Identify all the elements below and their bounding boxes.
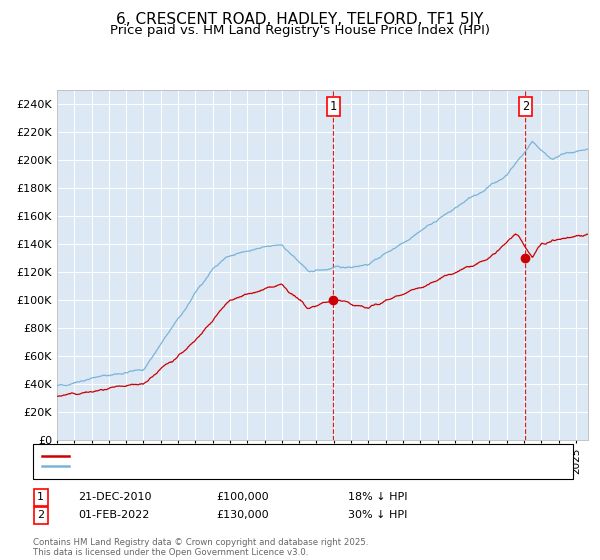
- Text: Contains HM Land Registry data © Crown copyright and database right 2025.
This d: Contains HM Land Registry data © Crown c…: [33, 538, 368, 557]
- Text: 18% ↓ HPI: 18% ↓ HPI: [348, 492, 407, 502]
- Text: 01-FEB-2022: 01-FEB-2022: [78, 510, 149, 520]
- Text: HPI: Average price, semi-detached house, Telford and Wrekin: HPI: Average price, semi-detached house,…: [75, 461, 394, 472]
- Text: £100,000: £100,000: [216, 492, 269, 502]
- Text: 6, CRESCENT ROAD, HADLEY, TELFORD, TF1 5JY: 6, CRESCENT ROAD, HADLEY, TELFORD, TF1 5…: [116, 12, 484, 27]
- Text: 30% ↓ HPI: 30% ↓ HPI: [348, 510, 407, 520]
- Text: Price paid vs. HM Land Registry's House Price Index (HPI): Price paid vs. HM Land Registry's House …: [110, 24, 490, 37]
- Text: 1: 1: [329, 100, 337, 113]
- Text: 21-DEC-2010: 21-DEC-2010: [78, 492, 151, 502]
- Text: £130,000: £130,000: [216, 510, 269, 520]
- Text: 2: 2: [37, 510, 44, 520]
- Text: 6, CRESCENT ROAD, HADLEY, TELFORD, TF1 5JY (semi-detached house): 6, CRESCENT ROAD, HADLEY, TELFORD, TF1 5…: [75, 451, 448, 461]
- Text: 2: 2: [522, 100, 529, 113]
- Text: 1: 1: [37, 492, 44, 502]
